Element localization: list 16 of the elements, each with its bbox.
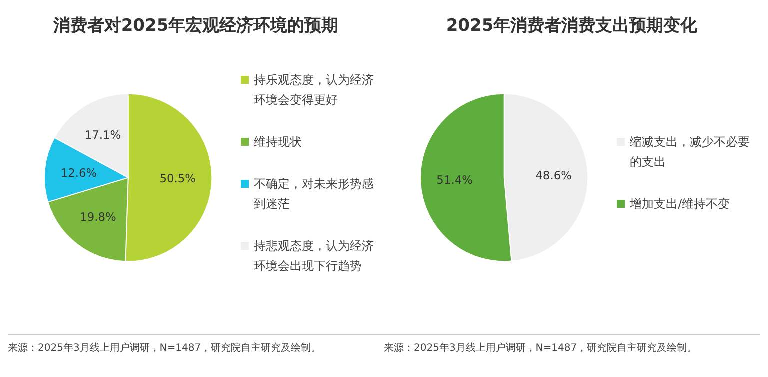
source-note: 来源：2025年3月线上用户调研，N=1487，研究院自主研究及绘制。: [384, 342, 698, 355]
legend-label: 缩减支出，减少不必要的支出: [630, 134, 752, 171]
legend-label: 维持现状: [254, 134, 302, 151]
data-label: 12.6%: [60, 166, 98, 180]
legend-label: 不确定，对未来形势感到迷茫: [254, 176, 376, 213]
data-label: 19.8%: [80, 210, 116, 224]
data-label: 48.6%: [536, 168, 572, 183]
data-label: 51.4%: [436, 172, 474, 187]
legend-label: 持乐观态度，认为经济环境会变得更好: [254, 72, 376, 109]
legend-label: 增加支出/维持不变: [630, 196, 730, 213]
legend-label: 持悲观态度，认为经济环境会出现下行趋势: [254, 238, 376, 275]
chart-title: 消费者对2025年宏观经济环境的预期: [52, 15, 340, 38]
data-label: 17.1%: [84, 128, 122, 142]
chart-title: 2025年消费者消费支出预期变化: [445, 15, 699, 38]
source-note: 来源：2025年3月线上用户调研，N=1487，研究院自主研究及绘制。: [8, 342, 322, 355]
data-label: 50.5%: [160, 172, 196, 186]
